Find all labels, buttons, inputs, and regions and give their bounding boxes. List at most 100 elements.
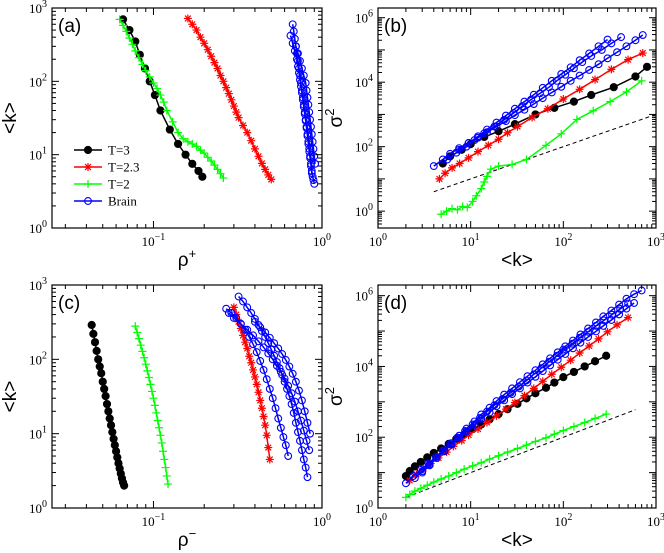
data-point xyxy=(213,165,222,174)
data-point xyxy=(219,174,228,183)
data-point xyxy=(569,336,577,345)
data-point xyxy=(559,95,568,104)
series-brain-5 xyxy=(418,286,646,477)
data-point xyxy=(256,357,265,365)
legend-marker xyxy=(83,145,93,155)
series-line xyxy=(409,316,629,482)
data-point xyxy=(575,71,584,80)
data-point xyxy=(291,377,300,386)
data-point xyxy=(510,398,519,407)
data-point xyxy=(442,207,451,216)
data-point xyxy=(304,140,313,148)
data-point xyxy=(492,397,501,406)
data-point xyxy=(188,139,197,148)
data-point xyxy=(624,55,633,64)
data-point xyxy=(443,155,452,164)
data-point xyxy=(247,358,256,367)
data-point xyxy=(486,165,495,174)
data-point xyxy=(615,310,624,319)
data-point xyxy=(210,58,219,67)
data-point xyxy=(222,83,231,92)
data-point xyxy=(566,76,575,85)
data-point xyxy=(538,360,547,369)
data-point xyxy=(274,344,283,353)
data-point xyxy=(210,161,219,170)
data-point xyxy=(484,141,493,150)
data-point xyxy=(198,172,207,181)
y-tick-label: 104 xyxy=(355,357,373,374)
series-brain-6 xyxy=(250,317,315,438)
series-t-2-2 xyxy=(131,322,173,489)
data-point xyxy=(234,113,243,122)
data-point xyxy=(120,481,129,490)
data-point xyxy=(287,389,296,398)
data-point xyxy=(294,49,302,58)
data-point xyxy=(492,118,501,127)
series-t-2-3-1 xyxy=(229,303,274,464)
data-point xyxy=(299,455,308,464)
data-point xyxy=(94,355,103,364)
data-point xyxy=(141,360,150,369)
data-point xyxy=(254,337,263,346)
data-point xyxy=(280,374,289,383)
minor-ticks xyxy=(52,285,322,509)
data-point xyxy=(429,478,438,487)
data-point xyxy=(289,408,298,417)
data-point xyxy=(309,144,318,153)
data-point xyxy=(150,401,159,410)
data-point xyxy=(264,170,273,179)
data-point xyxy=(306,154,315,162)
data-point xyxy=(307,130,316,139)
data-point xyxy=(119,21,128,30)
data-point xyxy=(147,387,156,396)
data-point xyxy=(146,380,155,389)
data-point xyxy=(438,155,447,164)
data-point xyxy=(515,384,524,393)
series-line xyxy=(405,302,629,484)
data-point xyxy=(125,33,134,42)
data-point xyxy=(97,369,106,378)
data-point xyxy=(252,380,261,389)
y-axis-label: σ2 xyxy=(322,387,347,406)
data-point xyxy=(200,149,209,158)
data-point xyxy=(153,84,162,93)
series-line xyxy=(440,80,643,215)
data-point xyxy=(149,394,158,403)
data-point xyxy=(301,463,310,472)
data-point xyxy=(250,144,259,153)
legend-label: T=2.3 xyxy=(108,160,140,175)
data-point xyxy=(259,365,268,374)
data-point xyxy=(468,197,477,206)
data-point xyxy=(304,100,313,109)
data-point xyxy=(173,139,183,149)
data-point xyxy=(444,472,453,481)
panel-label: (a) xyxy=(58,16,81,37)
series-t-3-0 xyxy=(438,62,652,168)
y-axis-label: <k> xyxy=(0,102,21,134)
data-point xyxy=(455,145,464,154)
data-point xyxy=(594,42,603,51)
data-point xyxy=(264,339,273,348)
x-axis-label: <k> xyxy=(501,530,533,551)
data-point xyxy=(161,463,170,472)
data-point xyxy=(591,75,600,84)
series-t-2-3-1 xyxy=(435,49,647,183)
y-tick-label: 103 xyxy=(29,276,47,293)
series-t-2-2 xyxy=(115,15,228,183)
data-point xyxy=(174,128,183,137)
y-tick-label: 106 xyxy=(355,9,373,26)
data-point xyxy=(477,458,486,467)
panel-b: 100 101 102 103 100 102 104 106 <k> σ2 (b) xyxy=(322,7,664,271)
data-point xyxy=(515,378,524,387)
data-point xyxy=(308,172,317,181)
x-tick-label: 10−1 xyxy=(142,512,166,529)
data-point xyxy=(529,100,538,108)
data-point xyxy=(296,56,304,65)
data-point xyxy=(245,333,254,341)
data-point xyxy=(256,323,265,332)
data-point xyxy=(503,448,512,457)
data-point xyxy=(310,179,319,188)
data-point xyxy=(286,31,295,40)
data-point xyxy=(281,441,290,450)
data-point xyxy=(441,169,450,178)
